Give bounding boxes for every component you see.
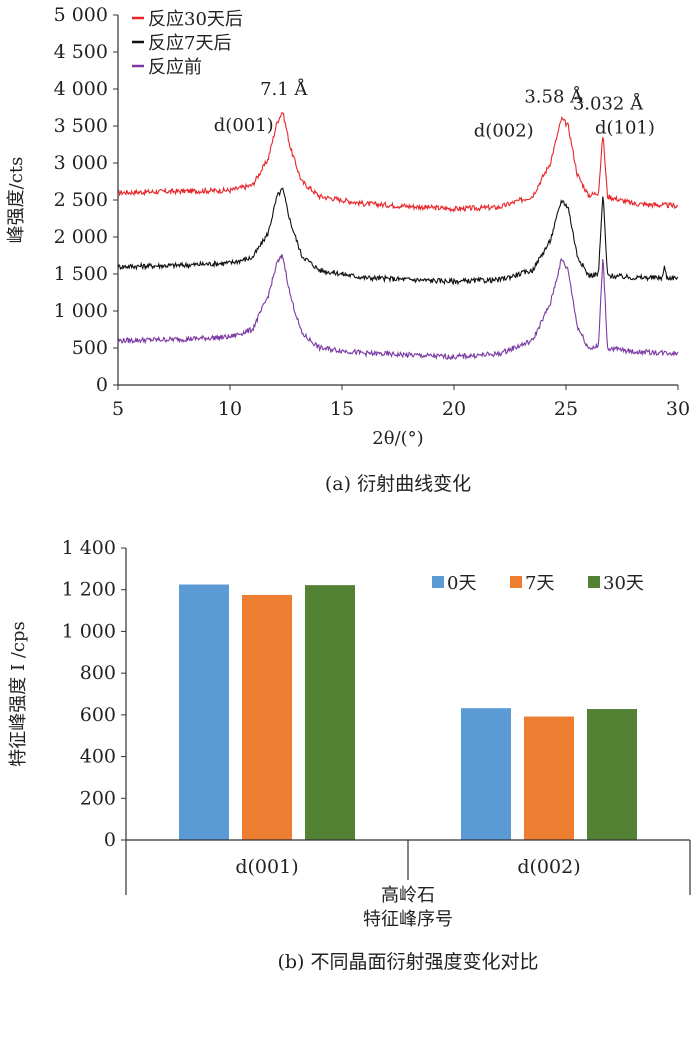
b-y-tick-label: 600 — [80, 704, 116, 726]
b-bar — [587, 709, 637, 840]
a-x-tick-label: 10 — [218, 398, 242, 420]
a-peak-annotation: 3.58 Å — [524, 86, 584, 108]
a-x-axis-label: 2θ/(°) — [372, 428, 423, 449]
a-series-line — [117, 254, 679, 361]
a-x-tick-label: 20 — [442, 398, 466, 420]
a-y-tick-label: 2 000 — [54, 226, 108, 248]
b-y-tick-label: 0 — [104, 829, 116, 851]
b-y-tick-label: 800 — [80, 662, 116, 684]
a-peak-annotation: d(001) — [214, 115, 274, 136]
b-y-tick-label: 1 400 — [62, 537, 116, 559]
b-legend-swatch — [432, 576, 444, 588]
b-legend-label: 0天 — [447, 573, 476, 594]
b-legend-swatch — [510, 576, 522, 588]
b-legend: 0天 7天 30天 — [432, 573, 644, 594]
a-x-tick-label: 30 — [666, 398, 690, 420]
a-peak-annotation: d(002) — [474, 121, 534, 142]
b-category-label: d(001) — [235, 856, 298, 878]
a-y-tick-label: 1 000 — [54, 300, 108, 322]
a-y-tick-label: 3 500 — [54, 115, 108, 137]
b-y-tick-label: 200 — [80, 787, 116, 809]
b-caption: (b) 不同晶面衍射强度变化对比 — [277, 951, 538, 973]
a-x-tick-label: 15 — [330, 398, 354, 420]
a-x-tick-label: 5 — [112, 398, 124, 420]
b-y-tick-label: 1 200 — [62, 579, 116, 601]
b-legend-label: 7天 — [525, 573, 554, 594]
a-legend-label: 反应前 — [148, 57, 202, 78]
a-y-tick-label: 4 000 — [54, 78, 108, 100]
b-bar — [524, 716, 574, 840]
a-series-line — [117, 187, 679, 286]
b-legend-swatch — [588, 576, 600, 588]
a-y-tick-label: 500 — [72, 337, 108, 359]
b-y-tick-label: 400 — [80, 746, 116, 768]
a-y-tick-label: 4 500 — [54, 41, 108, 63]
a-x-tick-label: 25 — [554, 398, 578, 420]
a-peak-annotation: 3.032 Å — [573, 92, 644, 114]
b-y-tick-label: 1 000 — [62, 620, 116, 642]
a-y-tick-label: 3 000 — [54, 152, 108, 174]
intensity-bar-chart: 0 200 400 600 800 1 000 1 200 1 400 d(001) d(002… — [8, 537, 691, 973]
b-bar — [242, 594, 292, 840]
b-bar — [305, 585, 355, 840]
b-legend-label: 30天 — [603, 573, 644, 594]
a-y-axis-label: 峰强度/cts — [6, 157, 27, 244]
a-legend-label: 反应7天后 — [148, 33, 231, 54]
b-bar — [461, 708, 511, 840]
a-y-tick-label: 0 — [96, 374, 108, 396]
a-peak-annotation: d(101) — [595, 117, 655, 138]
diffraction-chart: 0 500 1 000 1 500 2 000 2 500 3 000 3 500 4 000 4… — [6, 4, 690, 495]
a-y-tick-label: 1 500 — [54, 263, 108, 285]
b-y-axis-label: 特征峰强度 I /cps — [8, 621, 29, 766]
b-category-label: d(002) — [517, 856, 580, 878]
a-caption: (a) 衍射曲线变化 — [325, 473, 471, 495]
b-x-axis-label: 高岭石特征峰序号 — [363, 885, 453, 930]
b-bar — [179, 584, 229, 840]
a-legend-label: 反应30天后 — [148, 9, 243, 30]
a-y-tick-label: 2 500 — [54, 189, 108, 211]
a-series-line — [117, 111, 679, 213]
a-peak-annotation: 7.1 Å — [260, 78, 308, 100]
a-y-tick-label: 5 000 — [54, 4, 108, 26]
